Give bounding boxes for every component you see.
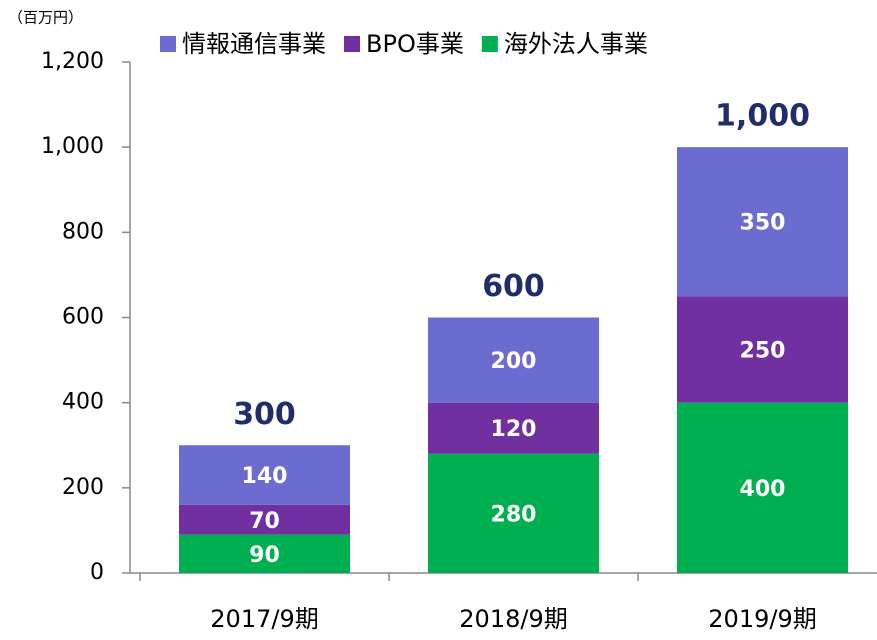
y-tick-label: 400: [62, 390, 104, 415]
bar-segment: [428, 402, 599, 454]
segment-label: 280: [491, 502, 537, 527]
y-tick-label: 1,200: [41, 49, 104, 74]
segment-label: 350: [740, 211, 786, 236]
y-tick-label: 0: [90, 560, 104, 585]
bar-segment: [428, 317, 599, 403]
bar-segment: [179, 445, 350, 505]
segment-label: 90: [249, 543, 280, 568]
y-tick-label: 600: [62, 305, 104, 330]
total-label: 600: [482, 269, 545, 304]
bar-segment: [179, 504, 350, 535]
bar-segment: [179, 534, 350, 573]
total-label: 1,000: [715, 99, 810, 134]
segment-label: 140: [242, 464, 288, 489]
x-tick-label: 2018/9期: [459, 605, 567, 633]
y-tick-label: 1,000: [41, 134, 104, 159]
legend-label: BPO事業: [366, 30, 464, 58]
y-tick-label: 200: [62, 475, 104, 500]
legend-swatch: [481, 36, 498, 52]
x-tick-label: 2019/9期: [708, 605, 816, 633]
x-tick-label: 2017/9期: [210, 605, 318, 633]
segment-label: 200: [491, 349, 537, 374]
legend-swatch: [160, 36, 176, 52]
bar-segment: [677, 296, 848, 403]
legend-label: 海外法人事業: [504, 30, 648, 58]
segment-label: 120: [491, 417, 537, 442]
bar-segment: [677, 147, 848, 297]
segment-label: 250: [740, 338, 786, 363]
total-label: 300: [233, 397, 296, 432]
bar-segment: [428, 453, 599, 573]
legend-label: 情報通信事業: [182, 30, 326, 58]
segment-label: 400: [740, 477, 786, 502]
y-tick-label: 800: [62, 219, 104, 244]
bar-segment: [677, 402, 848, 573]
legend-swatch: [344, 36, 360, 52]
y-unit-label: （百万円）: [8, 9, 83, 27]
segment-label: 70: [249, 509, 280, 534]
